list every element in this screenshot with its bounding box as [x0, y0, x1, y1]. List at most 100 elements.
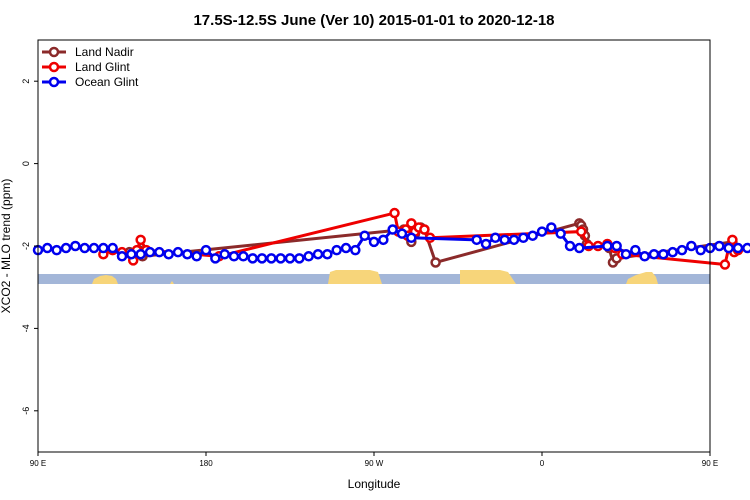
- y-tick-label: 0: [21, 161, 31, 166]
- data-point-ocean-glint: [620, 248, 632, 260]
- data-point-ocean-glint: [228, 251, 240, 262]
- data-point-ocean-glint: [275, 253, 286, 264]
- data-point-ocean-glint: [331, 244, 342, 256]
- y-axis: 2 0 -2 -4 -6: [21, 79, 38, 415]
- data-point-ocean-glint: [695, 244, 706, 256]
- data-point-land-glint: [727, 234, 738, 246]
- data-point-ocean-glint: [611, 240, 622, 252]
- data-point-ocean-glint: [42, 242, 53, 254]
- data-point-ocean-glint: [378, 234, 389, 246]
- land-band-australia: [92, 275, 118, 284]
- land-band-new-caledonia: [170, 281, 174, 284]
- data-point-ocean-glint: [648, 248, 660, 260]
- data-point-ocean-glint: [350, 244, 361, 256]
- data-point-ocean-glint: [116, 251, 128, 262]
- data-point-ocean-glint: [200, 244, 212, 256]
- data-point-ocean-glint: [714, 240, 725, 252]
- data-point-ocean-glint: [686, 240, 697, 252]
- legend-label: Land Nadir: [75, 45, 134, 59]
- chart-title: 17.5S-12.5S June (Ver 10) 2015-01-01 to …: [193, 12, 554, 29]
- data-point-ocean-glint: [527, 230, 538, 241]
- data-point-ocean-glint: [70, 240, 81, 252]
- x-axis: 90 E 180 90 W 0 90 E: [30, 452, 718, 468]
- data-point-ocean-glint: [98, 242, 109, 254]
- legend-item-ocean-glint: Ocean Glint: [42, 75, 139, 89]
- x-tick-label: 90 W: [365, 459, 384, 468]
- y-tick-label: -6: [21, 407, 31, 415]
- legend-swatch-marker: [48, 76, 60, 88]
- data-point-ocean-glint: [602, 240, 613, 252]
- land-band-africa: [460, 270, 516, 284]
- data-point-land-glint: [135, 234, 146, 246]
- data-point-ocean-glint: [256, 253, 268, 264]
- data-point-ocean-glint: [658, 248, 669, 260]
- x-axis-label: Longitude: [348, 477, 401, 491]
- data-point-land-glint: [575, 226, 587, 237]
- data-point-ocean-glint: [471, 234, 482, 246]
- data-point-ocean-glint: [135, 248, 146, 260]
- data-point-ocean-glint: [191, 251, 202, 262]
- data-point-ocean-glint: [630, 244, 641, 256]
- data-point-ocean-glint: [238, 251, 249, 262]
- data-point-ocean-glint: [79, 242, 90, 254]
- y-axis-label: XCO2 - MLO trend (ppm): [0, 179, 13, 314]
- data-point-ocean-glint: [303, 251, 314, 262]
- land-band-south-america: [328, 270, 382, 284]
- data-point-ocean-glint: [574, 242, 585, 254]
- y-tick-label: -4: [21, 324, 31, 332]
- data-point-ocean-glint: [490, 232, 501, 244]
- data-point-land-glint: [406, 218, 417, 229]
- data-point-ocean-glint: [126, 248, 137, 260]
- data-point-ocean-glint: [564, 240, 576, 252]
- data-point-ocean-glint: [639, 251, 650, 262]
- data-point-land-glint: [719, 259, 731, 270]
- data-point-ocean-glint: [210, 253, 221, 264]
- data-point-ocean-glint: [518, 232, 529, 244]
- data-point-ocean-glint: [742, 242, 750, 254]
- legend-swatch-marker: [48, 61, 60, 73]
- data-point-ocean-glint: [219, 248, 230, 260]
- series-ocean-glint: [32, 222, 750, 264]
- data-point-ocean-glint: [312, 248, 324, 260]
- data-point-ocean-glint: [359, 230, 370, 241]
- land-ocean-strip: [38, 270, 710, 284]
- x-tick-label: 0: [540, 459, 545, 468]
- data-point-land-nadir: [430, 257, 441, 268]
- data-point-ocean-glint: [322, 248, 333, 260]
- data-point-ocean-glint: [676, 244, 688, 256]
- data-point-ocean-glint: [247, 253, 258, 264]
- x-tick-label: 180: [199, 459, 213, 468]
- data-point-ocean-glint: [732, 242, 744, 254]
- data-point-ocean-glint: [51, 244, 62, 256]
- data-point-ocean-glint: [163, 248, 174, 260]
- data-point-ocean-glint: [60, 242, 72, 254]
- data-point-ocean-glint: [172, 246, 184, 258]
- data-point-ocean-glint: [294, 253, 305, 264]
- series-layer: [32, 207, 750, 270]
- data-point-ocean-glint: [499, 234, 510, 246]
- data-point-ocean-glint: [555, 228, 566, 239]
- data-point-ocean-glint: [88, 242, 100, 254]
- data-point-ocean-glint: [536, 226, 548, 237]
- data-point-ocean-glint: [107, 242, 118, 254]
- legend-item-land-nadir: Land Nadir: [42, 45, 134, 59]
- data-point-ocean-glint: [144, 246, 156, 258]
- data-point-ocean-glint: [508, 234, 520, 246]
- data-point-ocean-glint: [340, 242, 352, 254]
- data-point-ocean-glint: [480, 238, 492, 250]
- y-tick-label: 2: [21, 79, 31, 84]
- legend-label: Ocean Glint: [75, 75, 139, 89]
- legend-label: Land Glint: [75, 60, 130, 74]
- data-point-ocean-glint: [667, 246, 678, 258]
- data-point-ocean-glint: [387, 224, 398, 235]
- data-point-ocean-glint: [406, 232, 417, 244]
- data-point-ocean-glint: [266, 253, 277, 264]
- land-band-australia-east: [626, 272, 658, 284]
- data-point-ocean-glint: [723, 242, 734, 254]
- y-tick-label: -2: [21, 242, 31, 250]
- legend-item-land-glint: Land Glint: [42, 60, 130, 74]
- x-tick-label: 90 E: [702, 459, 718, 468]
- legend-swatch-marker: [48, 46, 60, 58]
- data-point-land-glint: [389, 207, 400, 219]
